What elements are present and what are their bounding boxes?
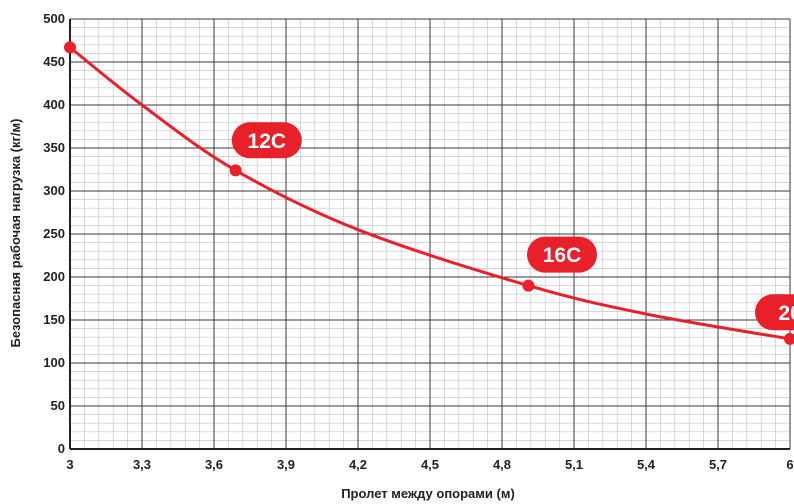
x-tick-labels: 3 3,3 3,6 3,9 4,2 4,5 4,8 5,1 5,4 5,7 6 [66, 457, 793, 472]
badge-pill [527, 236, 597, 273]
data-point [229, 164, 242, 177]
y-tick-label: 100 [43, 355, 65, 370]
y-tick-label: 250 [43, 226, 65, 241]
y-tick-label: 450 [43, 54, 65, 69]
data-point [522, 279, 535, 292]
y-tick-label: 300 [43, 183, 65, 198]
y-tick-labels: 0 50 100 150 200 250 300 350 400 450 500 [43, 11, 65, 456]
x-tick-label: 5,4 [637, 457, 656, 472]
badge-label: 16C [543, 244, 582, 267]
series-layer [69, 46, 791, 341]
badge-pill [231, 122, 302, 159]
x-tick-label: 3,3 [133, 457, 151, 472]
y-tick-label: 500 [43, 11, 65, 26]
x-tick-label: 6 [786, 457, 793, 472]
x-tick-label: 4,8 [493, 457, 511, 472]
badges-layer: 12C 16C 20 [231, 122, 794, 331]
y-tick-label: 0 [58, 441, 65, 456]
x-tick-label: 3,9 [277, 457, 295, 472]
data-point [64, 41, 76, 54]
x-tick-label: 5,1 [565, 457, 583, 472]
x-tick-label: 4,5 [421, 457, 439, 472]
x-tick-label: 4,2 [349, 457, 367, 472]
x-tick-label: 3,6 [205, 457, 223, 472]
y-axis-title: Безопасная рабочая нагрузка (кг/м) [8, 119, 23, 348]
y-tick-label: 350 [43, 140, 65, 155]
x-tick-label: 3 [66, 457, 73, 472]
x-axis-title: Пролет между опорами (м) [341, 486, 515, 501]
points-layer [64, 41, 794, 345]
badge-label: 20 [778, 302, 794, 325]
series-line [69, 46, 791, 341]
y-tick-label: 50 [51, 398, 65, 413]
badge-label: 12C [248, 130, 287, 153]
y-tick-label: 150 [43, 312, 65, 327]
y-tick-label: 200 [43, 269, 65, 284]
badge-pill [755, 294, 794, 331]
y-tick-label: 400 [43, 97, 65, 112]
x-tick-label: 5,7 [709, 457, 727, 472]
series-badge: 16C [527, 236, 597, 273]
major-grid [69, 18, 791, 450]
series-badge: 12C [231, 122, 302, 159]
axes [69, 19, 790, 450]
series-badge: 20 [755, 294, 794, 331]
data-point [784, 332, 794, 345]
